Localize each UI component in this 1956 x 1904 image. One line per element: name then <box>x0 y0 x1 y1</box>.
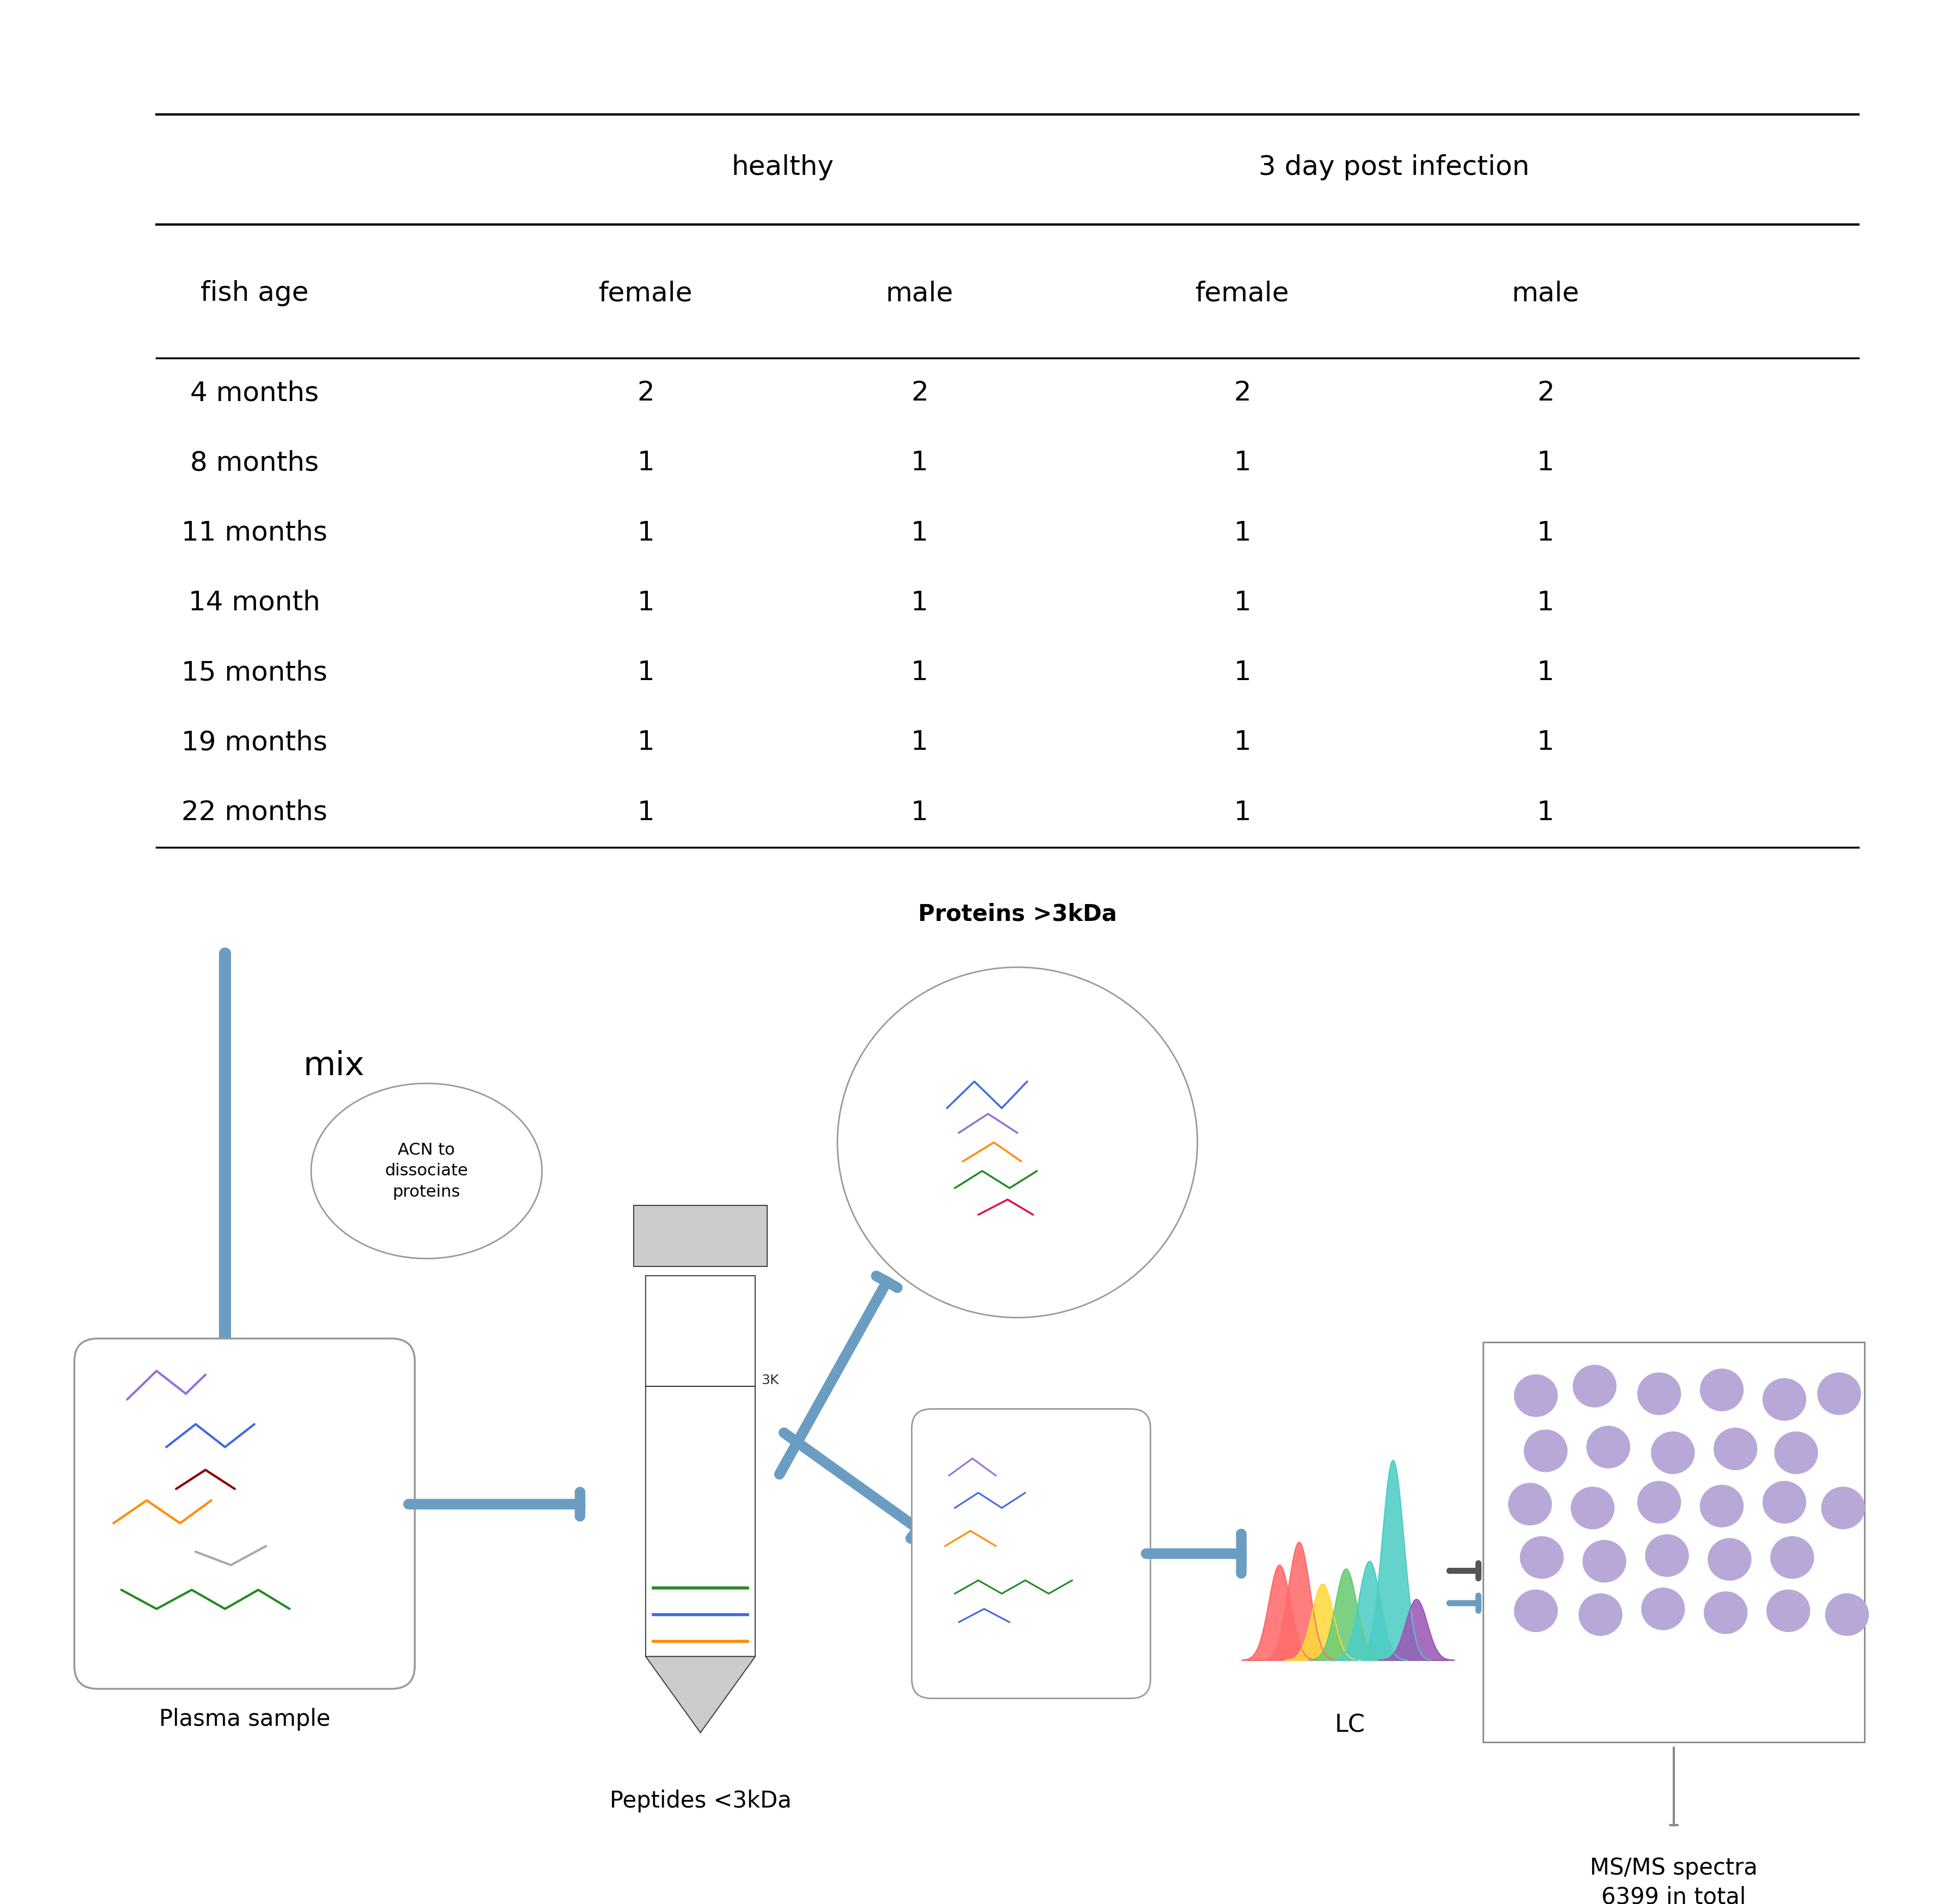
Circle shape <box>1770 1537 1813 1578</box>
Text: 2: 2 <box>911 379 927 406</box>
Text: 1: 1 <box>638 449 653 476</box>
Circle shape <box>1508 1483 1551 1525</box>
Circle shape <box>1700 1485 1743 1527</box>
Circle shape <box>1817 1373 1860 1415</box>
Text: 2m: 2m <box>651 1415 665 1422</box>
Text: mix: mix <box>303 1051 364 1081</box>
Text: 8 months: 8 months <box>190 449 319 476</box>
Text: 1: 1 <box>1234 729 1250 756</box>
Circle shape <box>1578 1594 1622 1636</box>
Text: 22 months: 22 months <box>182 800 327 826</box>
Circle shape <box>1762 1378 1805 1420</box>
Text: female: female <box>1195 280 1289 307</box>
Text: 1: 1 <box>638 729 653 756</box>
Text: 14 month: 14 month <box>188 590 321 615</box>
Text: 15 months: 15 months <box>182 659 327 685</box>
Circle shape <box>1582 1540 1625 1582</box>
Circle shape <box>1586 1426 1629 1468</box>
Circle shape <box>1573 1365 1616 1407</box>
Text: 1: 1 <box>1234 449 1250 476</box>
Text: 19 months: 19 months <box>182 729 327 756</box>
Text: 3K: 3K <box>761 1375 778 1386</box>
Circle shape <box>1514 1590 1557 1632</box>
Text: 1: 1 <box>911 659 927 685</box>
Text: ACN to
dissociate
proteins: ACN to dissociate proteins <box>385 1142 467 1200</box>
Text: LC: LC <box>1334 1714 1365 1736</box>
Circle shape <box>1645 1535 1688 1577</box>
Text: Peptides <3kDa: Peptides <3kDa <box>610 1790 790 1813</box>
Text: 1: 1 <box>1234 800 1250 826</box>
Circle shape <box>1774 1432 1817 1474</box>
Text: 2: 2 <box>638 379 653 406</box>
Text: Plasma sample: Plasma sample <box>158 1708 331 1731</box>
Text: male: male <box>886 280 953 307</box>
Text: 1: 1 <box>911 590 927 615</box>
Text: 1: 1 <box>911 729 927 756</box>
Text: 1: 1 <box>911 520 927 546</box>
Text: healthy: healthy <box>732 154 833 181</box>
Text: 11 months: 11 months <box>182 520 327 546</box>
Text: male: male <box>1512 280 1578 307</box>
Text: Proteins >3kDa: Proteins >3kDa <box>917 902 1117 925</box>
Text: 4 months: 4 months <box>190 379 319 406</box>
FancyBboxPatch shape <box>911 1409 1150 1698</box>
Text: 1: 1 <box>638 520 653 546</box>
Circle shape <box>1651 1432 1694 1474</box>
Text: 1: 1 <box>1537 520 1553 546</box>
Text: 1: 1 <box>638 659 653 685</box>
Text: 1: 1 <box>638 590 653 615</box>
Circle shape <box>1713 1428 1756 1470</box>
Circle shape <box>1637 1481 1680 1523</box>
Circle shape <box>1700 1369 1743 1411</box>
Circle shape <box>1708 1538 1751 1580</box>
Text: fish age: fish age <box>200 280 309 307</box>
Text: 2: 2 <box>1234 379 1250 406</box>
Circle shape <box>1766 1590 1809 1632</box>
Text: 1: 1 <box>1537 659 1553 685</box>
Text: female: female <box>599 280 692 307</box>
Circle shape <box>1524 1430 1567 1472</box>
Text: 1: 1 <box>638 800 653 826</box>
Polygon shape <box>645 1656 755 1733</box>
Text: 1: 1 <box>1537 800 1553 826</box>
Text: 1: 1 <box>1537 449 1553 476</box>
Text: 1: 1 <box>1234 659 1250 685</box>
Text: 1: 1 <box>1234 520 1250 546</box>
Text: 1: 1 <box>911 800 927 826</box>
FancyBboxPatch shape <box>74 1339 415 1689</box>
Ellipse shape <box>837 967 1197 1318</box>
Bar <box>645 1276 755 1656</box>
Ellipse shape <box>311 1083 542 1259</box>
Text: 1: 1 <box>1234 590 1250 615</box>
Text: MS/MS spectra
6399 in total: MS/MS spectra 6399 in total <box>1590 1856 1756 1904</box>
Text: 2m: 2m <box>651 1472 665 1479</box>
Circle shape <box>1821 1487 1864 1529</box>
Circle shape <box>1704 1592 1747 1634</box>
Bar <box>1483 1342 1864 1742</box>
Circle shape <box>1520 1537 1563 1578</box>
Bar <box>634 1205 767 1266</box>
Circle shape <box>1762 1481 1805 1523</box>
Circle shape <box>1641 1588 1684 1630</box>
Text: 1: 1 <box>1537 729 1553 756</box>
Circle shape <box>1571 1487 1614 1529</box>
Circle shape <box>1514 1375 1557 1417</box>
Text: 1: 1 <box>1537 590 1553 615</box>
Text: 2: 2 <box>1537 379 1553 406</box>
Text: 3 day post infection: 3 day post infection <box>1258 154 1530 181</box>
Circle shape <box>1637 1373 1680 1415</box>
Text: 1m: 1m <box>651 1529 665 1537</box>
Circle shape <box>1825 1594 1868 1636</box>
Text: 1: 1 <box>911 449 927 476</box>
